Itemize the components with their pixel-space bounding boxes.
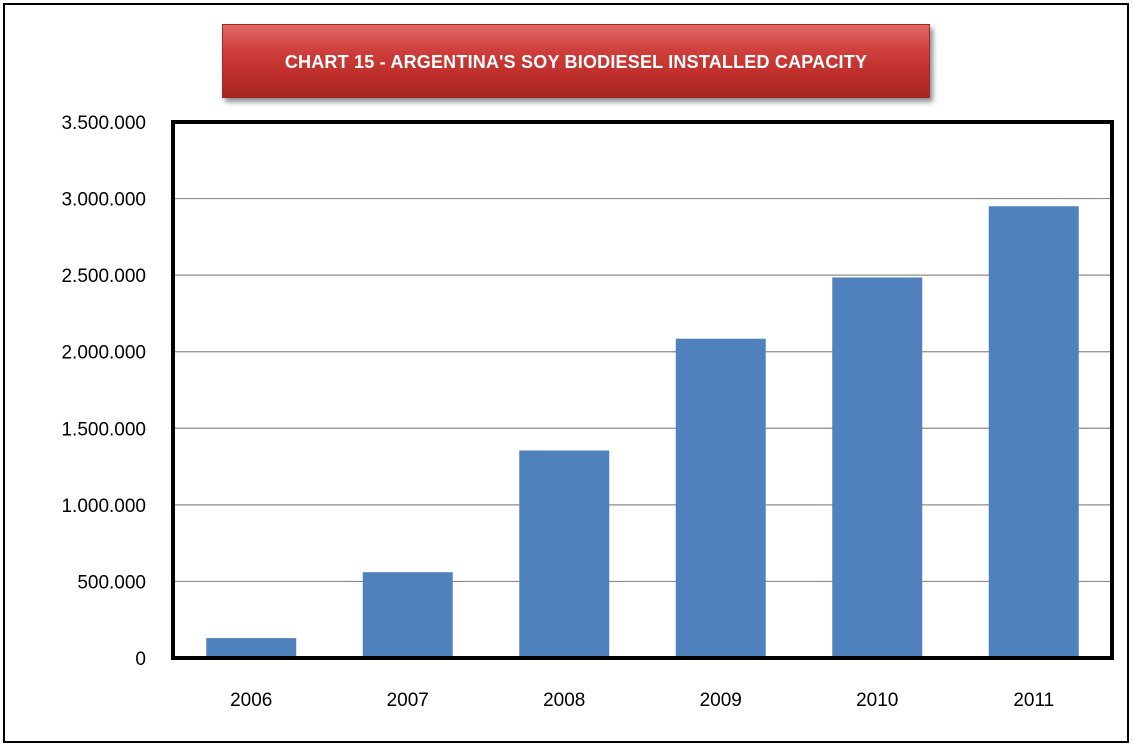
- y-tick-label: 0: [135, 649, 146, 670]
- plot-area-border: [171, 120, 1114, 660]
- y-tick-label: 3.000.000: [61, 190, 146, 211]
- bar-2009: [675, 338, 766, 658]
- y-axis-tick-labels: 0 500.000 1.000.000 1.500.000 2.000.000 2.500…: [61, 113, 146, 670]
- x-tick-label: 2006: [230, 690, 272, 711]
- y-tick-label: 3.500.000: [61, 113, 146, 134]
- x-tick-label: 2011: [1013, 690, 1054, 711]
- y-tick-label: 1.500.000: [61, 419, 146, 440]
- x-tick-label: 2007: [387, 690, 429, 711]
- x-tick-label: 2008: [543, 690, 585, 711]
- bar-2010: [832, 277, 923, 658]
- x-tick-label: 2010: [856, 690, 898, 711]
- gridlines: [173, 197, 1112, 583]
- y-tick-label: 1.000.000: [61, 496, 146, 517]
- y-tick-label: 500.000: [77, 572, 146, 593]
- y-tick-label: 2.000.000: [61, 343, 146, 364]
- y-tick-label: 2.500.000: [61, 266, 146, 287]
- chart-title-banner: CHART 15 - ARGENTINA'S SOY BIODIESEL INS…: [222, 24, 930, 98]
- x-tick-label: 2009: [700, 690, 742, 711]
- x-axis-tick-labels: 2006 2007 2008 2009 2010 2011: [230, 690, 1054, 711]
- bar-2008: [519, 450, 610, 658]
- bar-2011: [988, 206, 1079, 658]
- bar-2006: [206, 638, 297, 658]
- bar-2007: [362, 572, 453, 658]
- bars: [206, 206, 1079, 658]
- chart-title: CHART 15 - ARGENTINA'S SOY BIODIESEL INS…: [284, 51, 868, 72]
